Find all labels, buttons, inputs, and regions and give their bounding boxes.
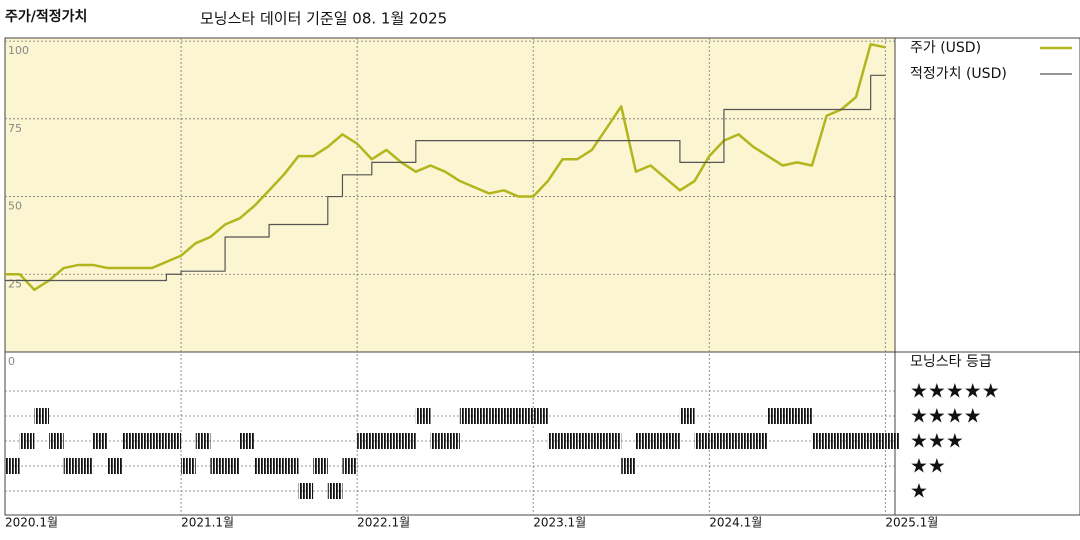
rating-bar <box>489 408 504 424</box>
y-tick-label: 75 <box>8 122 22 135</box>
y-tick-label: 25 <box>8 277 22 290</box>
rating-bar <box>327 483 343 499</box>
rating-bar <box>5 458 20 474</box>
x-tick-label: 2023.1월 <box>533 516 586 530</box>
rating-label: ★★★ <box>910 429 964 453</box>
rating-label: ★★ <box>910 454 946 478</box>
x-tick-label: 2020.1월 <box>5 516 58 530</box>
rating-bar <box>679 408 695 424</box>
rating-bar <box>621 458 636 474</box>
rating-bar <box>518 408 534 424</box>
rating-bar <box>342 458 358 474</box>
rating-bar <box>503 408 519 424</box>
rating-bar <box>122 433 138 449</box>
rating-bar <box>723 433 739 449</box>
rating-bar <box>841 433 856 449</box>
rating-bar <box>430 433 446 449</box>
legend-label: 주가 (USD) <box>910 40 981 56</box>
rating-bar <box>459 408 475 424</box>
rating-label: ★★★★ <box>910 404 982 428</box>
rating-bar <box>533 408 548 424</box>
rating-bar <box>195 433 211 449</box>
rating-bar <box>371 433 387 449</box>
rating-bar <box>826 433 842 449</box>
rating-bar <box>298 483 314 499</box>
rating-bar <box>225 458 240 474</box>
x-tick-label: 2021.1월 <box>181 516 234 530</box>
rating-bar <box>107 458 123 474</box>
rating-bar <box>386 433 402 449</box>
rating-bar <box>635 433 651 449</box>
x-tick-label: 2022.1월 <box>357 516 410 530</box>
rating-bar <box>577 433 592 449</box>
rating-bar <box>782 408 798 424</box>
rating-bar <box>650 433 666 449</box>
rating-bar <box>694 433 710 449</box>
series-line <box>5 42 886 292</box>
rating-bar <box>415 408 431 424</box>
rating-bar <box>239 433 255 449</box>
rating-bar <box>855 433 871 449</box>
rating-label: ★ <box>910 479 928 503</box>
rating-bar <box>401 433 416 449</box>
rating-bar <box>181 458 196 474</box>
y-tick-label: 50 <box>8 200 22 213</box>
rating-bar <box>151 433 167 449</box>
rating-bar <box>78 458 94 474</box>
rating-bar <box>313 458 328 474</box>
rating-bar <box>870 433 886 449</box>
rating-bar <box>797 408 812 424</box>
rating-bar <box>137 433 152 449</box>
rating-bar <box>63 458 79 474</box>
rating-bar <box>591 433 607 449</box>
rating-bar <box>767 408 783 424</box>
rating-bar <box>885 433 900 449</box>
x-tick-label: 2025.1월 <box>885 516 938 530</box>
ratings-title: 모닝스타 등급 <box>910 354 992 370</box>
rating-bar <box>93 433 108 449</box>
y-tick-label: 0 <box>8 355 15 368</box>
legend-label: 적정가치 (USD) <box>910 66 1007 82</box>
rating-bar <box>254 458 270 474</box>
rating-bar <box>34 408 50 424</box>
x-tick-label: 2024.1월 <box>709 516 762 530</box>
rating-bar <box>606 433 622 449</box>
plot-background <box>5 38 895 352</box>
rating-bar <box>665 433 680 449</box>
rating-bar <box>709 433 724 449</box>
rating-bar <box>210 458 226 474</box>
rating-bar <box>753 433 768 449</box>
rating-bar <box>19 433 35 449</box>
rating-bar <box>562 433 578 449</box>
rating-bar <box>49 433 64 449</box>
rating-bar <box>474 408 490 424</box>
series-line <box>5 74 886 282</box>
rating-bar <box>811 433 827 449</box>
y-tick-label: 100 <box>8 44 29 57</box>
frame <box>4 37 1080 516</box>
rating-bar <box>166 433 182 449</box>
rating-bar <box>445 433 460 449</box>
chart-title: 주가/적정가치 <box>5 8 87 25</box>
rating-bar <box>547 433 563 449</box>
rating-bar <box>738 433 754 449</box>
rating-label: ★★★★★ <box>910 379 1000 403</box>
rating-bar <box>269 458 284 474</box>
chart-subtitle: 모닝스타 데이터 기준일 08. 1월 2025 <box>200 10 447 28</box>
rating-bar <box>283 458 299 474</box>
rating-bar <box>357 433 372 449</box>
